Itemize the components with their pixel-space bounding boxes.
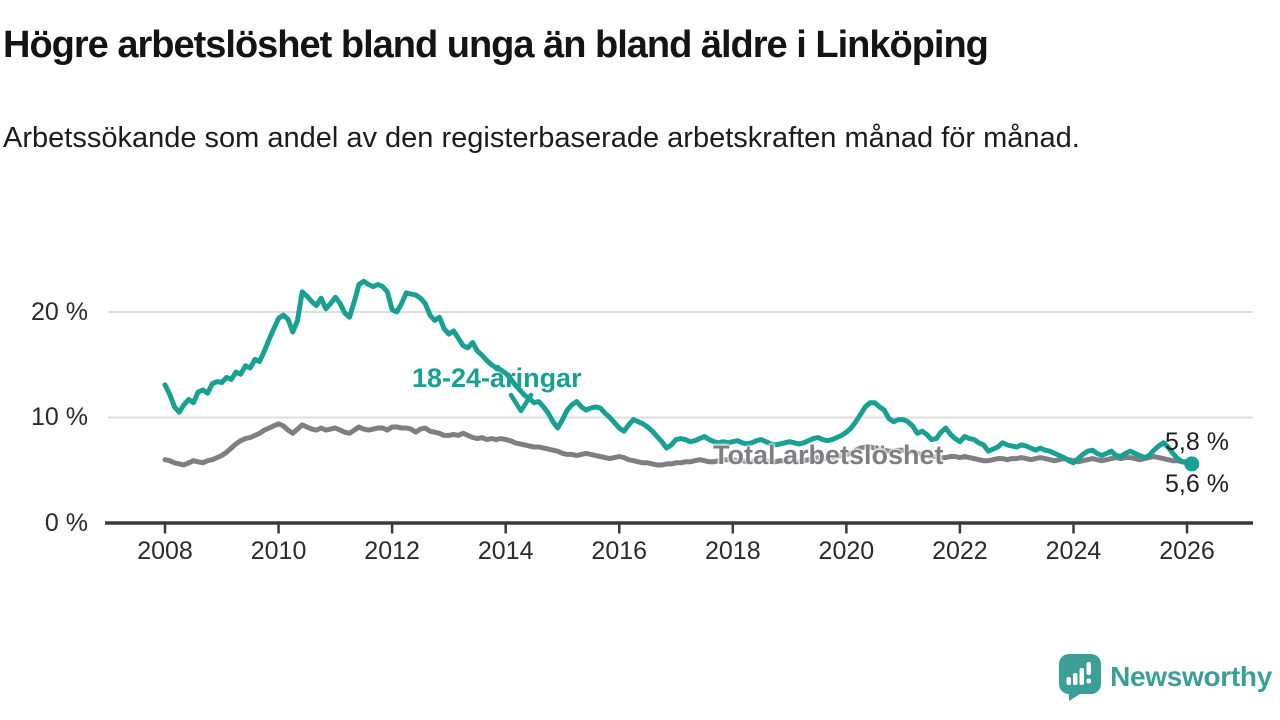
series-end-dot (1184, 456, 1200, 472)
x-tick-label: 2018 (704, 537, 761, 565)
arrow-down-icon (508, 392, 534, 414)
series-line-young (162, 278, 1195, 467)
series-line-total (162, 421, 1195, 468)
x-tick-label: 2022 (932, 537, 988, 565)
x-tick-label: 2024 (1045, 537, 1102, 565)
newsworthy-bubble-chart-icon (1059, 653, 1102, 701)
x-tick-label: 2020 (818, 537, 875, 565)
series-label-total: Total arbetslöshet (713, 440, 944, 470)
end-value-young: 5,6 % (1165, 470, 1229, 498)
x-tick-label: 2014 (477, 537, 534, 565)
y-tick-label: 0 % (44, 509, 88, 537)
series-label-young: 18-24-åringar (412, 363, 582, 393)
y-tick-label: 10 % (31, 403, 88, 432)
end-value-total: 5,8 % (1165, 428, 1229, 456)
y-tick-label: 20 % (31, 297, 88, 326)
x-tick-label: 2008 (137, 537, 193, 565)
x-tick-label: 2010 (250, 537, 307, 565)
x-tick-label: 2026 (1159, 537, 1215, 565)
x-tick-label: 2012 (364, 537, 420, 565)
page-title: Högre arbetslöshet bland unga än bland ä… (3, 24, 989, 66)
chart-subtitle: Arbetssökande som andel av den registerb… (3, 122, 1080, 154)
x-tick-label: 2016 (591, 537, 648, 565)
newsworthy-logo: Newsworthy (1058, 652, 1272, 702)
newsworthy-logo-text: Newsworthy (1110, 661, 1272, 692)
